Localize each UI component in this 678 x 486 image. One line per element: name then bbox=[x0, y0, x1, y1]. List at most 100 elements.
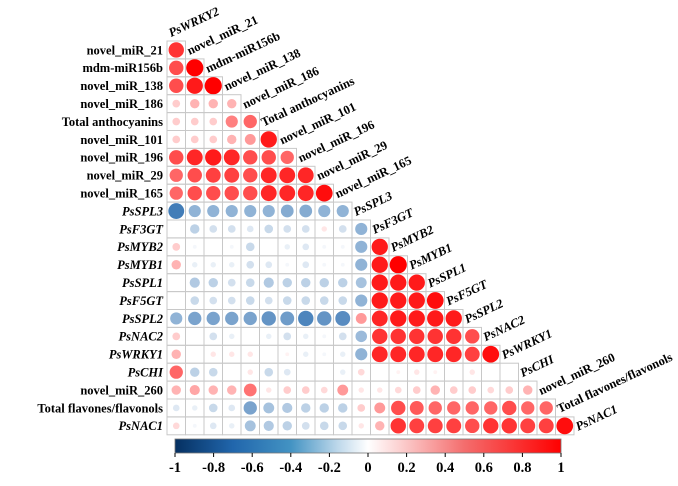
corr-circle-15-12 bbox=[390, 292, 407, 309]
row-label-12: PsMYB2 bbox=[117, 240, 163, 254]
corr-circle-21-0 bbox=[172, 404, 180, 412]
corr-circle-21-14 bbox=[428, 401, 442, 415]
row-labels: novel_miR_21 mdm-miR156b novel_miR_138nove… bbox=[37, 43, 164, 433]
corr-circle-22-17 bbox=[483, 418, 499, 434]
corr-circle-8-3 bbox=[224, 167, 240, 183]
corr-circle-21-8 bbox=[319, 403, 329, 413]
corr-circle-14-1 bbox=[189, 277, 200, 288]
corr-circle-7-3 bbox=[223, 149, 240, 166]
corr-circle-16-1 bbox=[188, 311, 202, 326]
corr-circle-16-11 bbox=[371, 310, 388, 327]
corr-circle-14-12 bbox=[390, 274, 407, 291]
row-label-20: novel_miR_260 bbox=[80, 383, 163, 397]
corr-circle-22-9 bbox=[338, 421, 348, 431]
corr-circle-19-9 bbox=[340, 369, 346, 375]
corr-circle-17-6 bbox=[283, 332, 292, 341]
corr-circle-22-18 bbox=[501, 418, 517, 434]
corr-circle-14-9 bbox=[338, 277, 348, 288]
row-label-6: novel_miR_101 bbox=[80, 133, 163, 147]
corr-circle-17-10 bbox=[355, 330, 368, 343]
corr-circle-14-2 bbox=[208, 277, 218, 288]
corr-circle-21-11 bbox=[374, 402, 386, 414]
corr-circle-11-4 bbox=[246, 225, 254, 233]
corr-circle-20-16 bbox=[468, 386, 477, 394]
corr-circle-8-2 bbox=[205, 167, 221, 183]
corr-circle-18-17 bbox=[482, 345, 500, 363]
cell-19-17 bbox=[481, 362, 501, 382]
corr-circle-21-3 bbox=[228, 404, 236, 412]
corr-circle-20-11 bbox=[377, 387, 383, 393]
corr-circle-19-6 bbox=[283, 368, 291, 376]
corr-circle-16-6 bbox=[280, 311, 295, 326]
corr-circle-8-4 bbox=[243, 168, 258, 183]
corr-circle-12-3 bbox=[229, 244, 234, 249]
corr-circle-5-1 bbox=[190, 117, 199, 126]
corr-circle-20-0 bbox=[171, 385, 181, 395]
corr-circle-14-3 bbox=[227, 278, 236, 287]
corr-circle-7-2 bbox=[205, 149, 222, 166]
corr-circle-18-14 bbox=[427, 346, 444, 363]
corr-circle-13-6 bbox=[285, 262, 290, 267]
corr-circle-18-6 bbox=[285, 352, 290, 357]
corr-circle-11-6 bbox=[283, 225, 292, 233]
cell-11-0 bbox=[166, 219, 186, 239]
corr-circle-17-9 bbox=[338, 332, 347, 341]
corr-circle-6-4 bbox=[244, 134, 256, 145]
corr-circle-21-10 bbox=[357, 404, 366, 412]
corr-circle-15-13 bbox=[408, 292, 425, 309]
corr-circle-4-2 bbox=[208, 98, 218, 109]
cell-19-3 bbox=[222, 362, 242, 382]
corr-circle-18-3 bbox=[229, 351, 235, 357]
corr-circle-21-12 bbox=[391, 400, 406, 416]
corr-circle-22-6 bbox=[282, 421, 292, 431]
corr-circle-15-6 bbox=[282, 296, 292, 305]
row-label-3: novel_miR_138 bbox=[80, 79, 163, 93]
corr-circle-8-5 bbox=[260, 167, 277, 184]
corr-circle-13-12 bbox=[389, 256, 407, 274]
corr-circle-20-17 bbox=[487, 386, 495, 394]
corr-circle-12-9 bbox=[340, 244, 345, 249]
colorbar-tick-label-5: 0 bbox=[364, 460, 371, 476]
corr-circle-17-16 bbox=[465, 329, 480, 344]
corr-circle-22-14 bbox=[427, 418, 443, 434]
corr-circle-12-7 bbox=[302, 243, 310, 251]
corr-circle-18-9 bbox=[340, 351, 346, 357]
corr-circle-4-3 bbox=[227, 98, 237, 109]
corr-circle-13-10 bbox=[355, 258, 368, 271]
corr-circle-8-0 bbox=[169, 168, 183, 182]
row-label-8: novel_miR_29 bbox=[87, 169, 163, 183]
corr-circle-11-10 bbox=[355, 222, 368, 236]
corr-circle-11-9 bbox=[338, 225, 347, 233]
corr-circle-9-0 bbox=[169, 186, 183, 200]
corr-circle-16-0 bbox=[170, 312, 183, 325]
corr-circle-16-12 bbox=[390, 310, 407, 327]
corr-circle-4-1 bbox=[190, 98, 200, 109]
corr-circle-20-4 bbox=[243, 383, 257, 397]
cell-18-1 bbox=[185, 344, 205, 364]
corr-circle-6-3 bbox=[227, 134, 237, 145]
corr-circle-15-11 bbox=[371, 292, 388, 309]
corr-circle-13-5 bbox=[265, 261, 273, 269]
corr-circle-5-3 bbox=[225, 115, 238, 128]
colorbar-tick-label-1: -0.8 bbox=[202, 460, 225, 476]
corr-circle-9-2 bbox=[206, 185, 221, 201]
row-label-18: PsWRKY1 bbox=[109, 348, 163, 362]
corr-circle-19-2 bbox=[208, 367, 218, 377]
corr-circle-6-1 bbox=[190, 135, 199, 144]
corr-circle-17-3 bbox=[229, 333, 235, 340]
corr-circle-9-6 bbox=[279, 185, 296, 202]
corr-circle-13-11 bbox=[371, 256, 388, 273]
corr-circle-19-0 bbox=[169, 365, 183, 379]
corr-circle-12-6 bbox=[284, 244, 290, 250]
corr-circle-20-14 bbox=[430, 385, 440, 395]
corr-circle-16-9 bbox=[335, 311, 351, 326]
corr-circle-9-8 bbox=[315, 184, 333, 202]
corr-circle-10-2 bbox=[207, 204, 220, 218]
row-label-11: PsF3GT bbox=[119, 222, 164, 236]
row-label-9: novel_miR_165 bbox=[80, 186, 163, 200]
colorbar-tick-label-2: -0.6 bbox=[241, 460, 264, 476]
corr-circle-11-2 bbox=[209, 225, 218, 233]
corr-circle-21-6 bbox=[282, 402, 293, 414]
corr-circle-18-4 bbox=[247, 351, 253, 357]
